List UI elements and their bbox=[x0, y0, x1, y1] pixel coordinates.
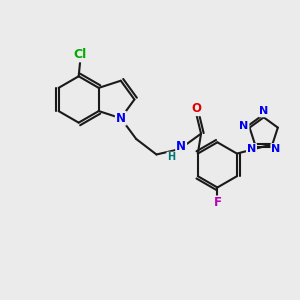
Text: N: N bbox=[271, 144, 280, 154]
Text: N: N bbox=[259, 106, 268, 116]
Text: N: N bbox=[239, 121, 248, 131]
Text: N: N bbox=[116, 112, 126, 125]
Text: F: F bbox=[213, 196, 221, 209]
Text: Cl: Cl bbox=[74, 48, 87, 62]
Text: N: N bbox=[176, 140, 186, 153]
Text: H: H bbox=[167, 152, 175, 163]
Text: N: N bbox=[247, 144, 256, 154]
Text: O: O bbox=[192, 102, 202, 115]
